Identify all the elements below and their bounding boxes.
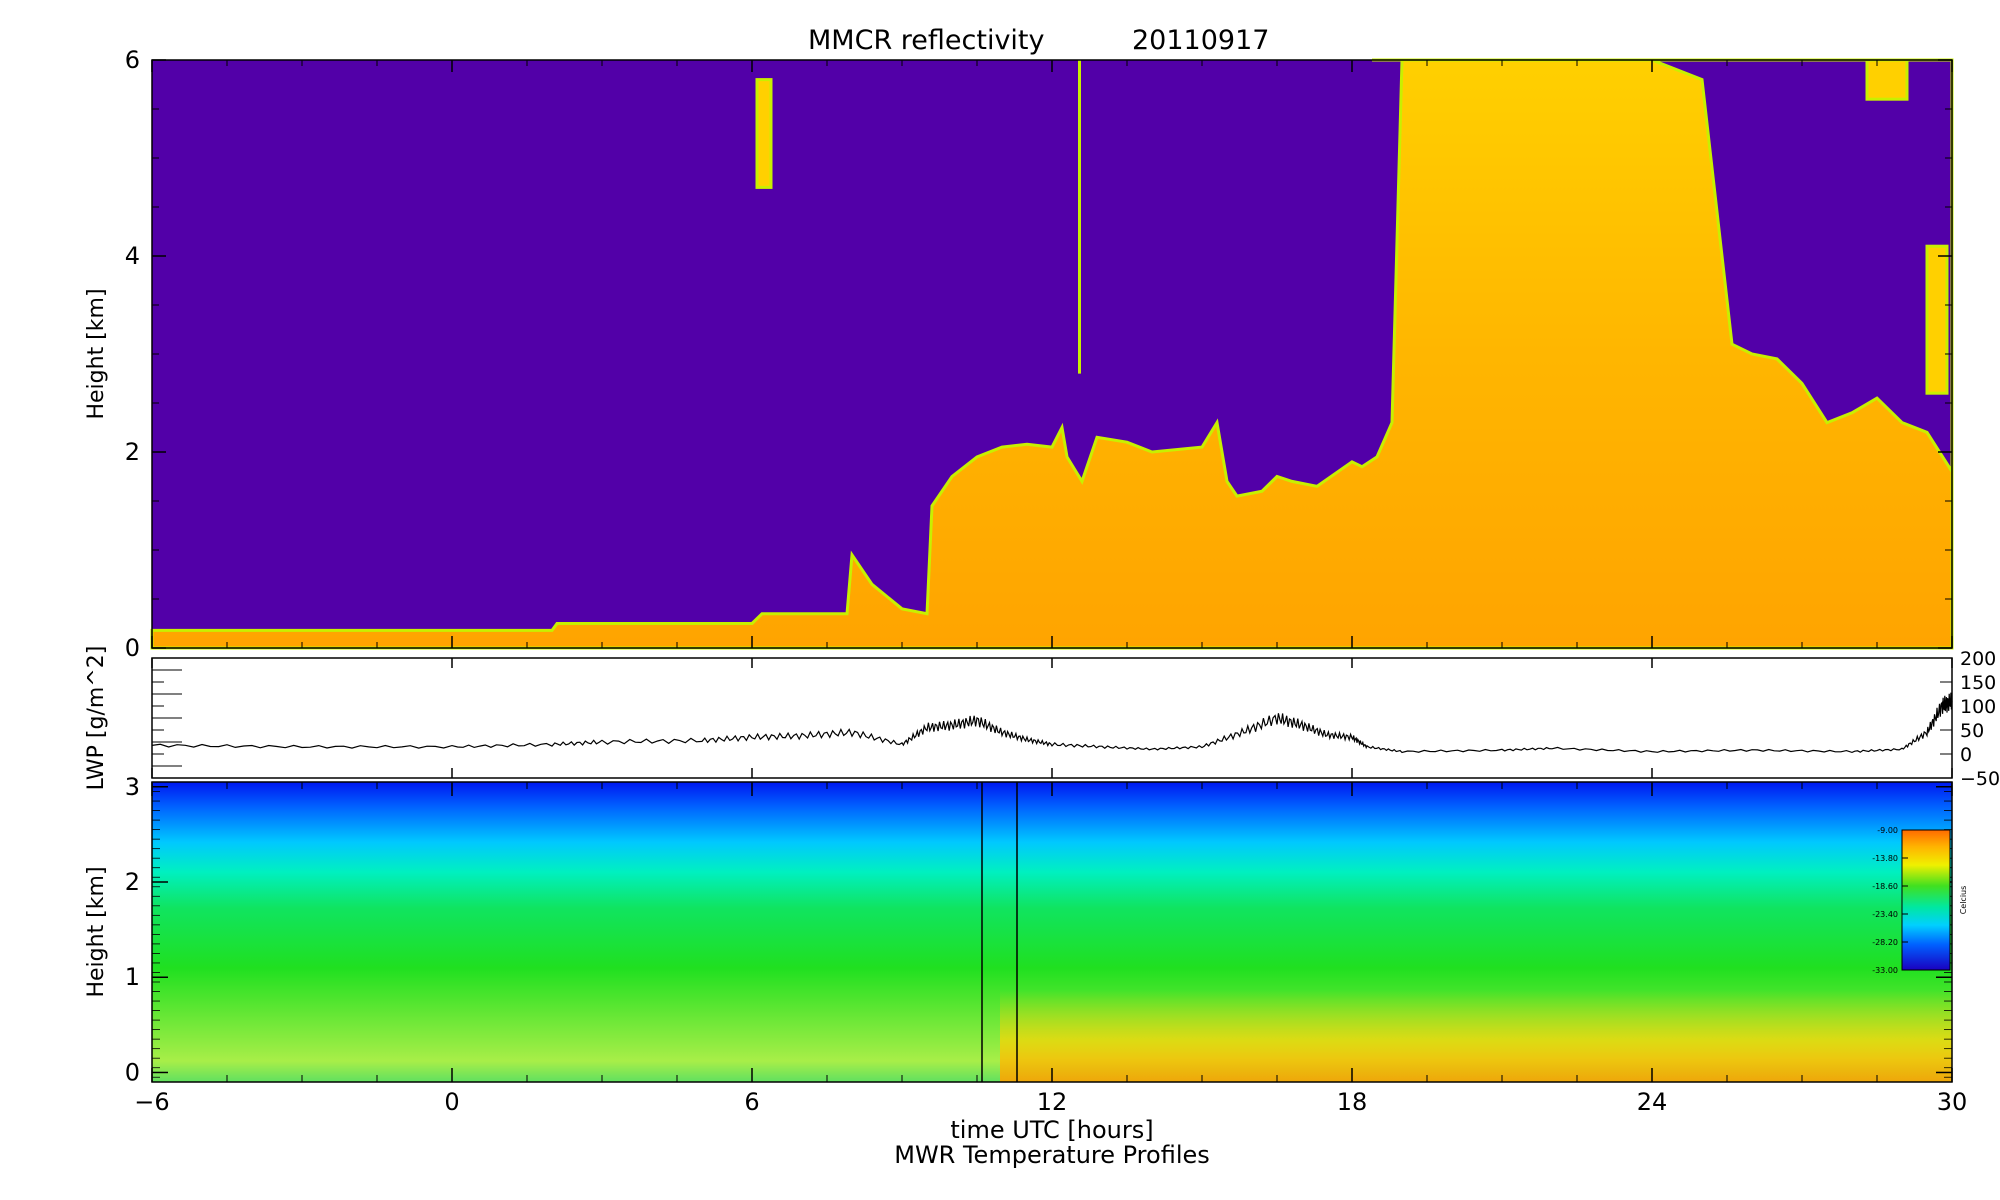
temperature-ylabel: Height [km] [84,866,109,997]
temperature-warm-surface [1000,990,1952,1082]
chart-title: MMCR reflectivity [808,25,1045,56]
reflectivity-ticks: 0 2 4 6 [125,46,1952,662]
lwp-ylabel: LWP [g/m^2] [84,646,109,791]
lwp-ytick-label: 0 [1960,744,1972,766]
temperature-ytick-label: 0 [125,1058,140,1086]
lwp-ytick-label: 50 [1960,720,1984,742]
time-tick-label: −6 [134,1088,169,1116]
time-tick-label: 18 [1337,1088,1368,1116]
lwp-series-line [151,692,1953,754]
colorbar-tick-label: -13.80 [1872,854,1898,863]
time-tick-label: 0 [444,1088,459,1116]
x-axis-label: time UTC [hours] [950,1116,1153,1144]
time-tick-label: 12 [1037,1088,1068,1116]
colorbar-tick-label: -18.60 [1872,882,1898,891]
temperature-panel: 0 1 2 3 Height [km] -9.00 -13.80 -18.60 -23.40… [84,773,1968,1087]
colorbar-tick-label: -9.00 [1877,826,1898,835]
reflectivity-ytick-label: 2 [125,438,140,466]
time-tick-label: 30 [1937,1088,1968,1116]
temperature-ytick-label: 2 [125,868,140,896]
temperature-colorbar: -9.00 -13.80 -18.60 -23.40 -28.20 -33.00 Celc… [1872,826,1968,975]
footer-label: MWR Temperature Profiles [894,1141,1210,1169]
reflectivity-ylabel: Height [km] [84,288,109,419]
chart-date: 20110917 [1132,25,1269,56]
isolated-cloud [755,78,773,189]
lwp-ytick-label: 100 [1960,696,1996,718]
lwp-ytick-label: −50 [1960,768,2000,790]
reflectivity-ytick-label: 6 [125,46,140,74]
time-axis-ticks: −6 0 6 12 18 24 30 [134,60,1967,1116]
lwp-background [152,658,1952,778]
colorbar-label: Celcius [1959,886,1968,915]
reflectivity-ytick-label: 4 [125,242,140,270]
temperature-ytick-label: 1 [125,963,140,991]
reflectivity-ytick-label: 0 [125,634,140,662]
cloud-boundary-layer [150,58,1954,650]
temperature-ticks: 0 1 2 3 [125,773,1952,1086]
time-tick-label: 6 [744,1088,759,1116]
reflectivity-panel: 0 2 4 6 Height [km] [84,46,1954,662]
lwp-ytick-label: 200 [1960,648,1996,670]
colorbar-tick-label: -23.40 [1872,910,1898,919]
upper-cloud-fragment [1865,58,1909,101]
temperature-ytick-label: 3 [125,773,140,801]
upper-cloud-fragment [1925,244,1949,395]
colorbar-scale [1901,829,1951,971]
colorbar-ticks: -9.00 -13.80 -18.60 -23.40 -28.20 -33.00 [1872,826,1908,975]
lwp-ytick-label: 150 [1960,672,1996,694]
colorbar-tick-label: -33.00 [1872,966,1898,975]
time-tick-label: 24 [1637,1088,1668,1116]
colorbar-tick-label: -28.20 [1872,938,1898,947]
temperature-markers [981,782,1018,1082]
